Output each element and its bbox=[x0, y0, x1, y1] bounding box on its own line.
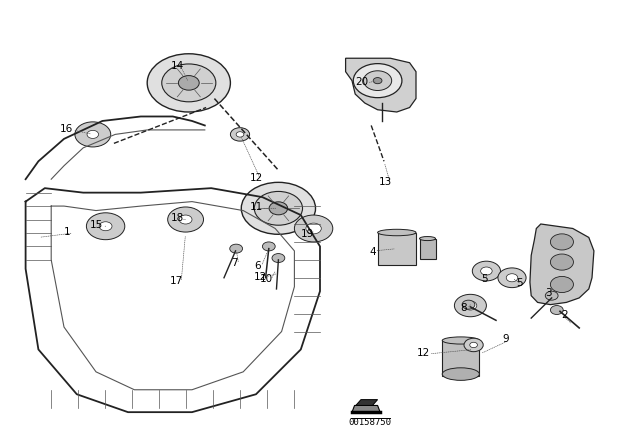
Circle shape bbox=[262, 242, 275, 251]
Circle shape bbox=[472, 261, 500, 281]
Polygon shape bbox=[352, 405, 380, 412]
Circle shape bbox=[545, 291, 558, 300]
Text: 11: 11 bbox=[250, 202, 262, 212]
Text: 13: 13 bbox=[380, 177, 392, 187]
Text: 15: 15 bbox=[90, 220, 102, 230]
Circle shape bbox=[241, 182, 316, 234]
Circle shape bbox=[470, 342, 477, 348]
Text: 9: 9 bbox=[502, 334, 509, 344]
Text: 19: 19 bbox=[301, 229, 314, 239]
Circle shape bbox=[269, 202, 287, 215]
Text: 3: 3 bbox=[545, 288, 552, 297]
Text: 7: 7 bbox=[231, 258, 237, 268]
Bar bbox=[420, 238, 436, 259]
Ellipse shape bbox=[420, 237, 436, 241]
Circle shape bbox=[236, 132, 244, 137]
Circle shape bbox=[230, 244, 243, 253]
Circle shape bbox=[179, 215, 192, 224]
Text: 17: 17 bbox=[170, 276, 183, 286]
Text: 10: 10 bbox=[260, 274, 273, 284]
Circle shape bbox=[506, 274, 518, 282]
Text: 18: 18 bbox=[171, 213, 184, 223]
Circle shape bbox=[498, 268, 526, 288]
Circle shape bbox=[464, 338, 483, 352]
Circle shape bbox=[75, 122, 111, 147]
Circle shape bbox=[550, 254, 573, 270]
Circle shape bbox=[306, 223, 321, 234]
Text: 12: 12 bbox=[250, 173, 262, 183]
Text: 8: 8 bbox=[460, 303, 467, 313]
Ellipse shape bbox=[442, 337, 479, 344]
Circle shape bbox=[254, 191, 303, 225]
Circle shape bbox=[99, 222, 112, 231]
Text: 5: 5 bbox=[481, 274, 488, 284]
Circle shape bbox=[454, 294, 486, 317]
Text: 12: 12 bbox=[254, 272, 267, 282]
Circle shape bbox=[168, 207, 204, 232]
Bar bbox=[378, 233, 416, 265]
Circle shape bbox=[550, 234, 573, 250]
Bar bbox=[442, 340, 479, 376]
Polygon shape bbox=[346, 58, 416, 112]
Text: 1: 1 bbox=[64, 227, 70, 237]
Text: 14: 14 bbox=[171, 61, 184, 71]
Circle shape bbox=[481, 267, 492, 275]
Circle shape bbox=[462, 300, 475, 309]
Text: 20: 20 bbox=[355, 77, 368, 86]
Circle shape bbox=[294, 215, 333, 242]
Circle shape bbox=[87, 130, 99, 138]
Circle shape bbox=[230, 128, 250, 141]
Circle shape bbox=[550, 306, 563, 314]
Circle shape bbox=[353, 64, 402, 98]
Polygon shape bbox=[530, 224, 594, 305]
Circle shape bbox=[179, 76, 199, 90]
Circle shape bbox=[162, 64, 216, 102]
Polygon shape bbox=[356, 400, 378, 405]
Ellipse shape bbox=[442, 368, 479, 380]
Text: 12: 12 bbox=[417, 348, 429, 358]
Circle shape bbox=[464, 301, 477, 310]
Text: 6: 6 bbox=[254, 261, 260, 271]
Circle shape bbox=[147, 54, 230, 112]
Text: 00158750: 00158750 bbox=[348, 418, 392, 426]
Circle shape bbox=[373, 78, 382, 84]
Text: 5: 5 bbox=[516, 278, 523, 288]
Text: 2: 2 bbox=[561, 310, 568, 320]
Text: 16: 16 bbox=[60, 124, 73, 134]
Text: 4: 4 bbox=[369, 247, 376, 257]
Circle shape bbox=[86, 213, 125, 240]
Circle shape bbox=[550, 276, 573, 293]
Circle shape bbox=[364, 71, 392, 90]
Ellipse shape bbox=[378, 229, 416, 236]
Circle shape bbox=[272, 254, 285, 263]
